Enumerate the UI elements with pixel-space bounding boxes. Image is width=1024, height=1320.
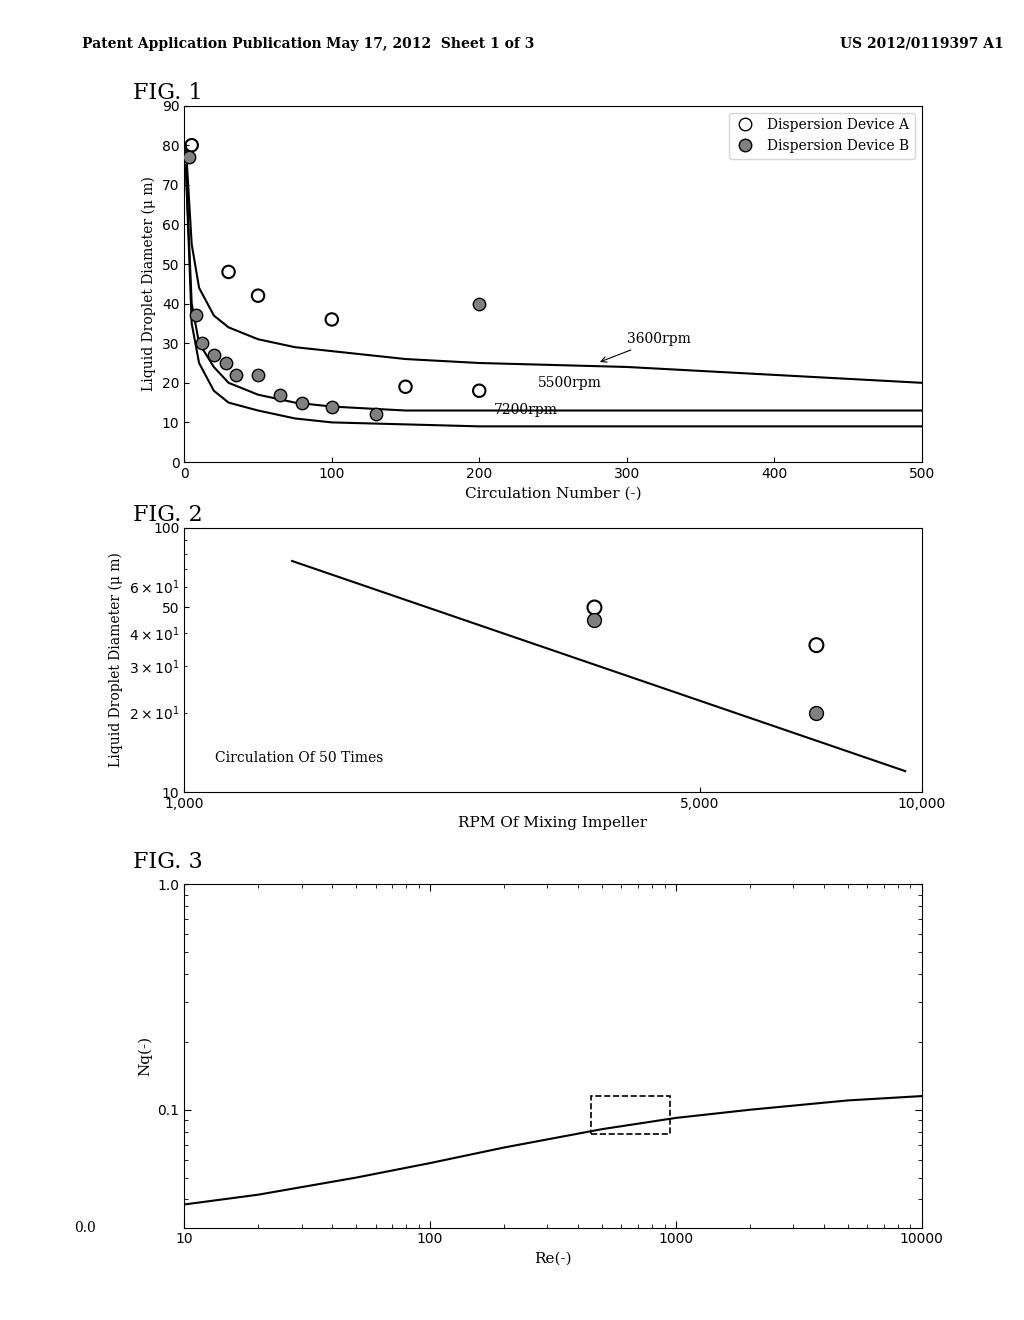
Point: [206, 345, 222, 366]
Point: [587, 609, 603, 630]
X-axis label: RPM Of Mixing Impeller: RPM Of Mixing Impeller: [459, 816, 647, 830]
Point: [471, 380, 487, 401]
Text: 0.0: 0.0: [74, 1221, 96, 1234]
Text: May 17, 2012  Sheet 1 of 3: May 17, 2012 Sheet 1 of 3: [326, 37, 535, 51]
Point: [272, 384, 289, 405]
Point: [227, 364, 244, 385]
X-axis label: Re(-): Re(-): [535, 1251, 571, 1266]
X-axis label: Circulation Number (-): Circulation Number (-): [465, 486, 641, 500]
Point: [471, 293, 487, 314]
Point: [188, 305, 205, 326]
Point: [180, 147, 197, 168]
Y-axis label: Liquid Droplet Diameter (μ m): Liquid Droplet Diameter (μ m): [109, 553, 123, 767]
Point: [808, 635, 824, 656]
Text: FIG. 1: FIG. 1: [133, 82, 203, 104]
Bar: [591, 1096, 671, 1134]
Point: [368, 404, 384, 425]
Point: [324, 396, 340, 417]
Text: 5500rpm: 5500rpm: [539, 376, 602, 389]
Point: [587, 597, 603, 618]
Text: FIG. 3: FIG. 3: [133, 851, 203, 874]
Y-axis label: Liquid Droplet Diameter (μ m): Liquid Droplet Diameter (μ m): [142, 177, 157, 391]
Text: Patent Application Publication: Patent Application Publication: [82, 37, 322, 51]
Point: [220, 261, 237, 282]
Point: [250, 364, 266, 385]
Point: [194, 333, 210, 354]
Text: Circulation Of 50 Times: Circulation Of 50 Times: [215, 751, 383, 764]
Point: [217, 352, 233, 374]
Point: [324, 309, 340, 330]
Point: [183, 135, 200, 156]
Point: [808, 702, 824, 723]
Text: FIG. 2: FIG. 2: [133, 504, 203, 527]
Text: 3600rpm: 3600rpm: [601, 333, 690, 362]
Legend: Dispersion Device A, Dispersion Device B: Dispersion Device A, Dispersion Device B: [729, 112, 914, 158]
Point: [294, 392, 310, 413]
Point: [250, 285, 266, 306]
Y-axis label: Nq(-): Nq(-): [137, 1036, 152, 1076]
Text: US 2012/0119397 A1: US 2012/0119397 A1: [840, 37, 1004, 51]
Text: 7200rpm: 7200rpm: [494, 404, 558, 417]
Point: [397, 376, 414, 397]
